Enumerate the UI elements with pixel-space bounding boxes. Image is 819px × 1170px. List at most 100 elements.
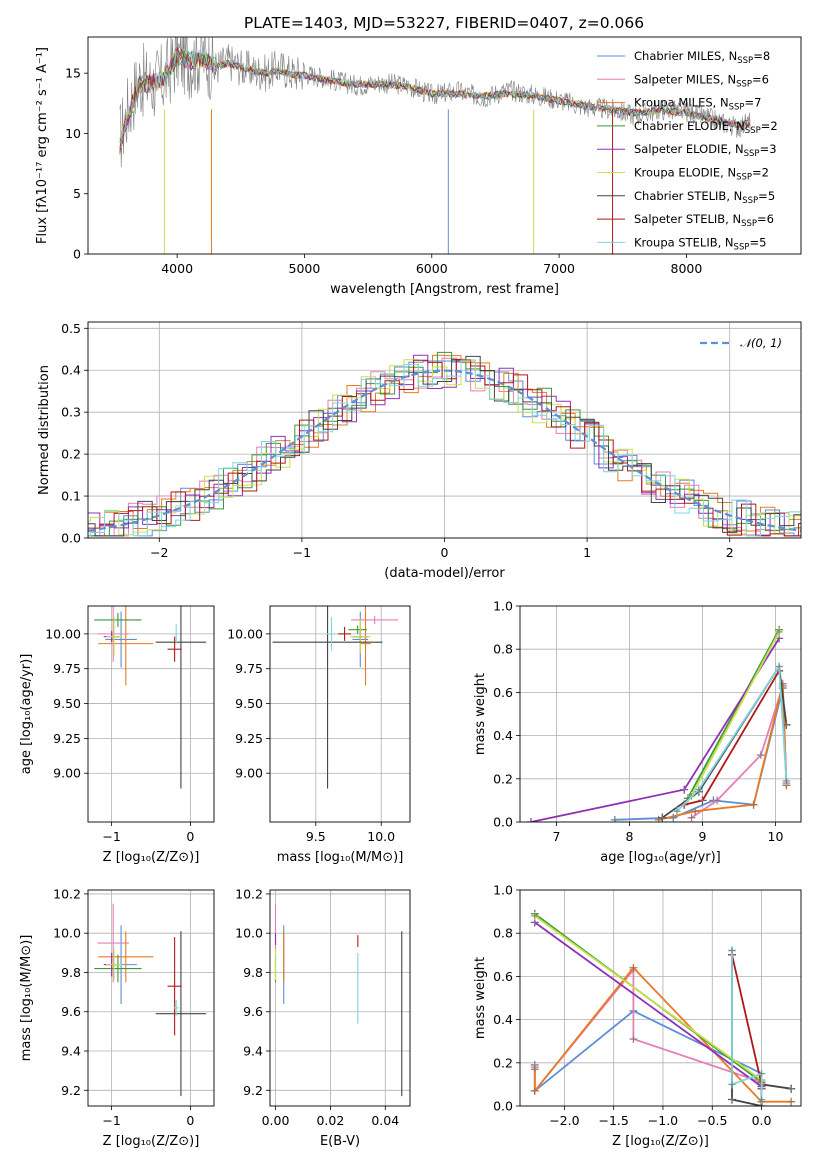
legend-n-sub: SSP <box>736 173 752 183</box>
y-axis-label: Flux [fλ10⁻¹⁷ erg cm⁻² s⁻¹ A⁻¹] <box>35 47 50 244</box>
legend-n-sub: SSP <box>737 56 753 66</box>
x-tick-label: 0 <box>186 1113 194 1128</box>
axes-weight_vs_age: 7 8 9 10 0.0 0.2 0.4 0.6 0.8 1.0 age [log₁₀(age/yr… <box>473 599 802 865</box>
legend-entry: Kroupa STELIB, NSSP=5 <box>634 235 766 252</box>
y-tick-label: 9.00 <box>53 766 81 781</box>
legend-name: Salpeter MILES <box>634 72 720 86</box>
legend-n-prefix: , N <box>721 49 737 63</box>
weight-marker-overlay <box>699 797 706 804</box>
point-chabrier-stelib <box>272 606 383 789</box>
axes-frame <box>519 889 802 1107</box>
axes-mass_vs_ebv: 0.00 0.02 0.04 9.2 9.4 9.6 9.8 10.0 10.2 E(B-V) <box>235 886 411 1149</box>
y-tick-label: 10.0 <box>235 926 263 941</box>
legend-n-value: 2 <box>770 119 777 133</box>
legend-eq: = <box>752 72 762 86</box>
y-tick-label: 9.4 <box>243 1044 263 1059</box>
series-kroupa-stelib <box>672 662 791 816</box>
y-tick-label: 0.4 <box>493 728 513 743</box>
y-axis-label: age [log₁₀(age/yr)] <box>19 654 34 775</box>
y-tick-label: 9.25 <box>235 731 263 746</box>
legend-n-prefix: , N <box>726 189 742 203</box>
legend-entry: Salpeter ELODIE, NSSP=3 <box>634 142 777 159</box>
y-tick-label: 10.00 <box>45 626 81 641</box>
legend-entry: Chabrier STELIB, NSSP=5 <box>634 189 775 206</box>
axes-frame <box>87 889 215 1107</box>
x-axis-label: Z [log₁₀(Z/Z⊙)] <box>612 1134 709 1149</box>
x-tick-label: 7 <box>553 829 561 844</box>
legend-n-value: 3 <box>769 142 776 156</box>
y-tick-label: 15 <box>65 66 81 81</box>
weight-marker-overlay <box>630 964 637 971</box>
y-tick-label: 0.6 <box>493 685 513 700</box>
histogram-salpeter-miles <box>88 357 801 537</box>
point-kroupa-miles <box>98 931 154 983</box>
weight-marker-overlay <box>728 947 735 954</box>
x-tick-label: 5000 <box>289 261 321 276</box>
legend-name: Chabrier MILES <box>634 49 721 63</box>
spectrum-model-chabrier-stelib <box>119 48 751 144</box>
y-tick-label: 0.6 <box>493 969 513 984</box>
legend-n-sub: SSP <box>729 103 745 113</box>
y-tick-label: 5 <box>73 186 81 201</box>
point-salpeter-miles <box>351 615 399 625</box>
weight-line <box>534 921 763 1088</box>
legend-name: Salpeter ELODIE <box>634 142 728 156</box>
y-tick-label: 1.0 <box>493 883 513 898</box>
y-tick-label: 0.2 <box>493 1055 513 1070</box>
y-tick-label: 0.5 <box>61 321 81 336</box>
plot-area-age_vs_z <box>88 606 214 822</box>
y-tick-label: 9.2 <box>243 1083 263 1098</box>
legend-n-sub: SSP <box>745 126 761 136</box>
weight-line <box>687 629 780 799</box>
x-tick-label: 0 <box>441 545 449 560</box>
weight-marker-overlay <box>776 663 783 670</box>
point-kroupa-elodie <box>106 948 122 981</box>
y-axis-label: mass weight <box>473 957 488 1039</box>
y-tick-label: 0.0 <box>493 815 513 830</box>
y-tick-label: 9.8 <box>61 965 81 980</box>
normal-legend-label: 𝒩(0, 1) <box>740 336 782 350</box>
histogram-salpeter-elodie <box>88 354 801 537</box>
weight-line <box>731 950 763 1100</box>
x-tick-label: 10 <box>768 829 784 844</box>
x-tick-label: −0.5 <box>697 1113 727 1128</box>
weight-marker-overlay <box>692 808 699 815</box>
x-tick-label: −1 <box>102 1113 120 1128</box>
y-tick-label: 0.2 <box>61 447 81 462</box>
legend-name: Chabrier ELODIE <box>634 119 729 133</box>
figure-title: PLATE=1403, MJD=53227, FIBERID=0407, z=0… <box>244 14 644 32</box>
weight-marker-overlay <box>659 814 666 821</box>
y-tick-label: 9.6 <box>243 1004 263 1019</box>
legend-eq: = <box>753 49 763 63</box>
plot-area-age_vs_mass <box>270 606 410 822</box>
legend-n-sub: SSP <box>736 79 752 89</box>
y-tick-label: 0.2 <box>493 771 513 786</box>
weight-marker-overlay <box>728 1081 735 1088</box>
legend-entry: Kroupa MILES, NSSP=7 <box>634 96 761 113</box>
y-tick-label: 10.00 <box>227 626 263 641</box>
y-axis-label: Normed distribution <box>37 365 52 495</box>
legend-name: Kroupa STELIB <box>634 235 718 249</box>
weight-line <box>690 631 780 797</box>
weight-marker-overlay <box>728 1096 735 1103</box>
weight-line <box>676 663 788 812</box>
plot-area-weight_vs_age <box>520 606 801 822</box>
x-axis-label: (data-model)/error <box>384 566 505 581</box>
axes-frame <box>87 605 215 823</box>
legend-entry: Chabrier MILES, NSSP=8 <box>634 49 770 66</box>
legend-n-prefix: , N <box>718 235 734 249</box>
axes-weight_vs_z: −2.0 −1.5 −1.0 −0.5 0.0 0.0 0.2 0.4 0.6 0.8 1.0 Z [… <box>473 883 802 1149</box>
point-salpeter-stelib <box>338 626 352 641</box>
x-axis-label: Z [log₁₀(Z/Z⊙)] <box>103 1134 200 1149</box>
axes-age_vs_mass: 9.5 10.0 9.00 9.25 9.50 9.75 10.00 mass [log₁₀(… <box>227 605 411 865</box>
normal-curve <box>88 369 801 532</box>
legend-n-value: 7 <box>754 96 761 110</box>
histogram-kroupa-elodie <box>88 359 801 536</box>
x-tick-label: 9 <box>698 829 706 844</box>
weight-marker-overlay <box>531 1066 538 1073</box>
y-tick-label: 0.0 <box>61 531 81 546</box>
legend-n-value: 8 <box>763 49 770 63</box>
x-tick-label: 0.0 <box>752 1113 772 1128</box>
point-kroupa-miles <box>360 606 371 686</box>
weight-marker-overlay <box>531 912 538 919</box>
